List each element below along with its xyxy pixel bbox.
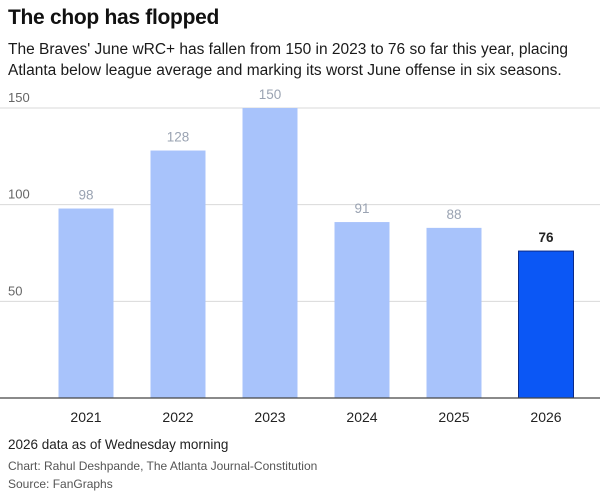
bars — [58, 108, 574, 399]
bar-2021 — [58, 208, 114, 398]
y-tick-label: 50 — [8, 283, 22, 298]
data-label-2023: 150 — [259, 88, 282, 102]
data-note: 2026 data as of Wednesday morning — [8, 437, 229, 452]
bar-2022 — [150, 150, 206, 398]
x-axis-categories: 2021 2022 2023 2024 2025 2026 — [70, 409, 561, 425]
x-tick-label-2024: 2024 — [346, 409, 377, 425]
bar-2024 — [334, 222, 390, 398]
bar-chart: 98 128 150 91 88 76 50 100 150 2021 2022 2023 2024… — [0, 88, 600, 425]
x-tick-label-2025: 2025 — [438, 409, 469, 425]
data-label-2022: 128 — [167, 130, 190, 145]
chart-title: The chop has flopped — [8, 6, 220, 29]
data-labels: 98 128 150 91 88 76 — [78, 88, 554, 245]
y-tick-label: 150 — [8, 90, 30, 105]
x-tick-label-2023: 2023 — [254, 409, 285, 425]
x-tick-label-2026: 2026 — [530, 409, 561, 425]
x-tick-label-2021: 2021 — [70, 409, 101, 425]
data-label-2021: 98 — [78, 188, 93, 203]
bar-2026 — [518, 250, 574, 399]
y-axis-ticks: 50 100 150 — [8, 90, 30, 298]
chart-credit: Chart: Rahul Deshpande, The Atlanta Jour… — [8, 459, 318, 473]
chart-subtitle: The Braves' June wRC+ has fallen from 15… — [8, 41, 568, 79]
bar-2025 — [426, 227, 482, 398]
data-label-2026: 76 — [538, 230, 554, 245]
data-label-2024: 91 — [354, 201, 369, 216]
data-label-2025: 88 — [446, 207, 461, 222]
x-tick-label-2022: 2022 — [162, 409, 193, 425]
y-tick-label: 100 — [8, 187, 30, 202]
bar-2023 — [242, 108, 298, 398]
chart-source: Source: FanGraphs — [8, 477, 113, 491]
